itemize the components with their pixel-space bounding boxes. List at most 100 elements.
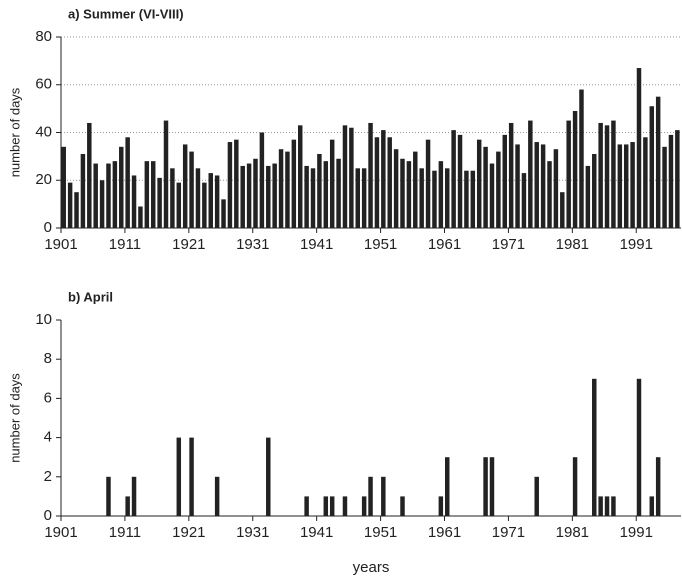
bar xyxy=(361,496,367,516)
bar xyxy=(304,165,309,228)
bar xyxy=(285,151,290,228)
y-tick-label: 60 xyxy=(35,76,52,93)
bar xyxy=(381,130,386,228)
bar xyxy=(438,496,444,516)
bar xyxy=(272,163,277,228)
bar xyxy=(87,122,92,228)
bar xyxy=(266,437,271,516)
y-tick-label: 8 xyxy=(44,350,52,367)
x-tick-label: 1971 xyxy=(492,524,525,541)
x-tick-label: 1951 xyxy=(364,236,397,253)
chart-title: a) Summer (VI-VIII) xyxy=(68,6,184,21)
bar xyxy=(496,151,501,228)
bar xyxy=(304,496,309,516)
bar xyxy=(131,476,137,516)
bar xyxy=(342,125,348,228)
x-tick-label: 1961 xyxy=(428,524,461,541)
x-tick-label: 1971 xyxy=(492,236,525,253)
bar xyxy=(125,496,130,516)
bar xyxy=(381,476,386,516)
bar xyxy=(297,125,303,228)
bar xyxy=(445,457,450,516)
bar xyxy=(655,96,661,228)
bar xyxy=(150,161,156,228)
bar xyxy=(515,144,520,228)
y-tick-label: 80 xyxy=(35,28,52,45)
bar xyxy=(176,182,182,228)
bar xyxy=(483,146,488,228)
bar xyxy=(106,163,111,228)
bar xyxy=(483,457,488,516)
x-tick-label: 1961 xyxy=(428,236,461,253)
bar xyxy=(125,137,130,228)
bar xyxy=(611,120,616,228)
bar xyxy=(144,161,150,228)
bar xyxy=(508,122,514,228)
bar xyxy=(438,161,444,228)
bar xyxy=(400,496,405,516)
bar xyxy=(534,476,539,516)
bar xyxy=(170,168,175,228)
bar xyxy=(598,122,603,228)
bar xyxy=(342,496,348,516)
x-tick-label: 1911 xyxy=(109,524,141,541)
bar xyxy=(425,139,431,228)
y-tick-label: 40 xyxy=(35,123,52,140)
bar xyxy=(163,120,169,228)
bar xyxy=(611,496,616,516)
bar xyxy=(61,146,66,228)
bar xyxy=(214,476,220,516)
x-tick-label: 1921 xyxy=(172,524,205,541)
x-tick-label: 1911 xyxy=(109,236,141,253)
y-tick-label: 0 xyxy=(44,507,52,524)
bar xyxy=(502,134,508,228)
bar xyxy=(349,127,354,228)
y-tick-label: 2 xyxy=(44,468,52,485)
bar xyxy=(387,137,392,228)
bar xyxy=(310,168,316,228)
y-tick-label: 0 xyxy=(44,219,52,236)
bar xyxy=(457,134,463,228)
bar xyxy=(323,161,329,228)
bar xyxy=(234,139,239,228)
bar xyxy=(80,153,86,228)
y-axis-label: number of days xyxy=(7,87,22,177)
bar xyxy=(489,457,495,516)
bar xyxy=(668,134,674,228)
x-tick-label: 1901 xyxy=(44,524,77,541)
bar xyxy=(189,437,194,516)
y-tick-label: 6 xyxy=(44,389,52,406)
bar xyxy=(329,496,335,516)
bar xyxy=(131,175,137,228)
bar xyxy=(649,106,655,228)
bar xyxy=(406,161,412,228)
bar xyxy=(451,130,456,228)
y-axis-label: number of days xyxy=(7,373,22,463)
bar xyxy=(579,89,584,229)
bar xyxy=(67,182,73,228)
bar xyxy=(278,149,284,228)
bar xyxy=(336,158,341,228)
bar xyxy=(393,149,399,228)
x-tick-label: 1921 xyxy=(172,236,205,253)
bar xyxy=(317,153,322,228)
bar xyxy=(521,173,527,228)
bar xyxy=(636,378,642,516)
bar xyxy=(93,163,98,228)
x-tick-label: 1981 xyxy=(556,236,589,253)
bar xyxy=(182,144,188,228)
bar xyxy=(470,170,476,228)
bar xyxy=(572,457,578,516)
bar xyxy=(202,182,207,228)
bar xyxy=(623,144,629,228)
bar xyxy=(259,132,265,228)
bar xyxy=(560,192,565,228)
x-tick-label: 1981 xyxy=(556,524,589,541)
x-tick-label: 1931 xyxy=(236,524,269,541)
bar xyxy=(630,142,635,228)
chart-title: b) April xyxy=(68,289,113,304)
bar xyxy=(585,165,591,228)
bar xyxy=(489,163,495,228)
bar xyxy=(617,144,623,228)
